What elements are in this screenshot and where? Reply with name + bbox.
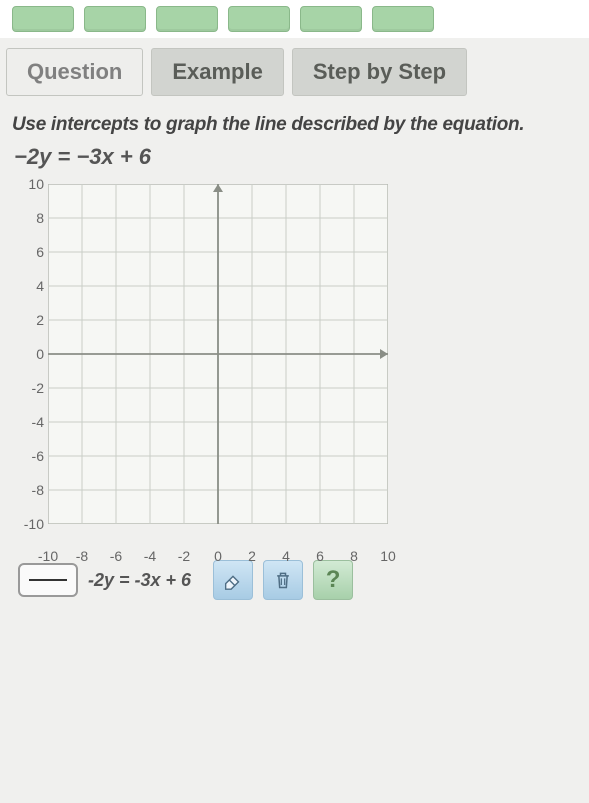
tab-question[interactable]: Question [6,48,143,96]
y-tick-label: 6 [36,244,44,260]
graph-container: 1086420-2-4-6-8-10 -10-8-6-4-20246810 [48,184,577,524]
y-tick-label: -2 [32,380,44,396]
tool-pill[interactable] [84,6,146,32]
x-tick-label: 0 [214,548,222,564]
x-tick-label: -4 [144,548,156,564]
x-tick-label: -6 [110,548,122,564]
y-tick-label: 10 [28,176,44,192]
help-button[interactable]: ? [313,560,353,600]
y-tick-label: -8 [32,482,44,498]
y-tick-label: 8 [36,210,44,226]
line-tool-button[interactable] [18,563,78,597]
tool-pill[interactable] [300,6,362,32]
y-axis-labels: 1086420-2-4-6-8-10 [18,184,44,524]
y-tick-label: 2 [36,312,44,328]
eraser-icon [222,569,244,591]
tool-pill[interactable] [12,6,74,32]
x-tick-label: -2 [178,548,190,564]
x-tick-label: -8 [76,548,88,564]
y-tick-label: -6 [32,448,44,464]
tab-stepbystep[interactable]: Step by Step [292,48,467,96]
delete-button[interactable] [263,560,303,600]
trash-icon [273,570,293,590]
graph-grid[interactable] [48,184,388,524]
x-tick-label: 2 [248,548,256,564]
eraser-button[interactable] [213,560,253,600]
legend-row: -2y = -3x + 6 ? [18,560,577,600]
x-tick-label: 10 [380,548,396,564]
content-area: Use intercepts to graph the line describ… [0,100,589,608]
tab-bar: Question Example Step by Step [0,38,589,100]
legend-equation: -2y = -3x + 6 [88,570,191,591]
x-tick-label: 4 [282,548,290,564]
top-toolbar [0,0,589,38]
tool-pill[interactable] [228,6,290,32]
y-tick-label: -10 [24,516,44,532]
x-tick-label: -10 [38,548,58,564]
y-tick-label: -4 [32,414,44,430]
x-tick-label: 8 [350,548,358,564]
y-tick-label: 4 [36,278,44,294]
tool-pill[interactable] [156,6,218,32]
instruction-text: Use intercepts to graph the line describ… [12,114,577,136]
tab-example[interactable]: Example [151,48,284,96]
x-tick-label: 6 [316,548,324,564]
line-icon [29,579,67,581]
grid-svg[interactable] [48,184,388,524]
tool-pill[interactable] [372,6,434,32]
equation-text: −2y = −3x + 6 [14,144,577,170]
y-tick-label: 0 [36,346,44,362]
